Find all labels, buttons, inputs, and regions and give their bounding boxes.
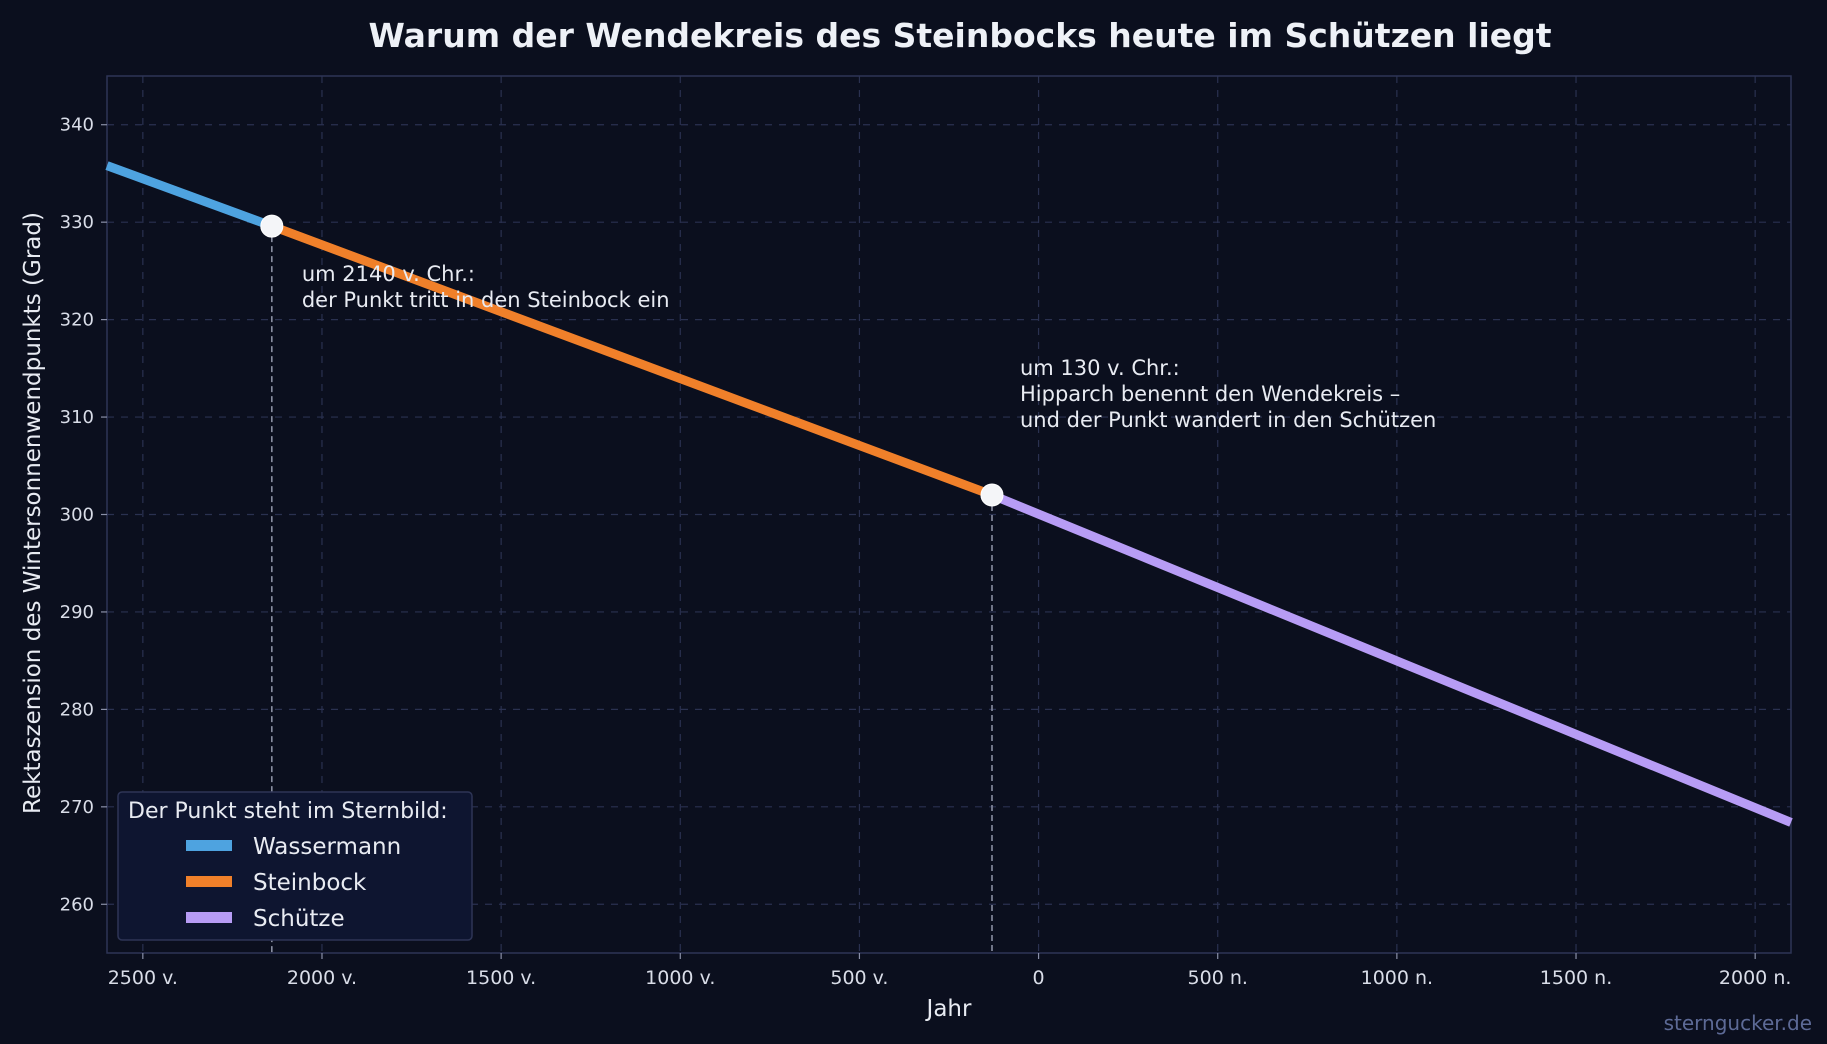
- watermark: sterngucker.de: [1664, 1011, 1812, 1035]
- y-tick-label: 290: [60, 602, 94, 623]
- series-line-steinbock: [270, 221, 994, 500]
- annotation-line: um 130 v. Chr.:: [1020, 356, 1180, 380]
- x-tick-label: 0: [1033, 967, 1045, 989]
- legend-title: Der Punkt steht im Sternbild:: [128, 799, 448, 824]
- series-line-wassermann: [105, 161, 274, 231]
- y-tick-label: 340: [60, 115, 94, 136]
- annotation-line: Hipparch benennt den Wendekreis –: [1020, 382, 1400, 406]
- x-tick-label: 1000 v.: [645, 967, 715, 989]
- annotation-text: um 130 v. Chr.: Hipparch benennt den Wend…: [1020, 356, 1436, 432]
- x-tick-label: 2000 n.: [1719, 967, 1791, 989]
- annotation-line: um 2140 v. Chr.:: [302, 262, 475, 286]
- event-marker: [980, 483, 1004, 507]
- y-tick-label: 280: [60, 699, 94, 720]
- chart-title: Warum der Wendekreis des Steinbocks heut…: [368, 16, 1551, 55]
- y-tick-label: 260: [60, 894, 94, 915]
- series-line-schütze: [990, 490, 1793, 827]
- annotation-text: um 2140 v. Chr.: der Punkt tritt in den S…: [302, 262, 670, 312]
- x-tick-label: 1000 n.: [1361, 967, 1433, 989]
- x-tick-label: 1500 v.: [466, 967, 536, 989]
- legend-swatch-steinbock: [186, 876, 232, 887]
- x-tick-label: 2500 v.: [108, 967, 178, 989]
- x-axis-label: Jahr: [925, 996, 972, 1022]
- x-tick-label: 500 v.: [830, 967, 888, 989]
- y-tick-label: 270: [60, 797, 94, 818]
- grid: [107, 76, 1791, 953]
- x-tick-label: 500 n.: [1188, 967, 1248, 989]
- y-tick-label: 320: [60, 310, 94, 331]
- legend-swatch-wassermann: [186, 840, 232, 851]
- legend-label: Steinbock: [253, 870, 367, 896]
- series-lines: [105, 161, 1793, 827]
- x-axis-ticks: 2500 v. 2000 v. 1500 v. 1000 v. 500 v. 0 500 n…: [108, 953, 1791, 989]
- annotations: um 2140 v. Chr.: der Punkt tritt in den S…: [302, 262, 1437, 432]
- legend-swatch-schütze: [186, 912, 232, 923]
- y-tick-label: 310: [60, 407, 94, 428]
- event-markers: [260, 214, 1004, 507]
- legend-items: Wassermann Steinbock Schütze: [186, 834, 401, 932]
- legend: Der Punkt steht im Sternbild: Wassermann…: [117, 791, 473, 941]
- y-axis-label: Rektaszension des Wintersonnenwendpunkts…: [20, 212, 46, 814]
- x-tick-label: 2000 v.: [287, 967, 357, 989]
- annotation-line: und der Punkt wandert in den Schützen: [1020, 408, 1436, 432]
- legend-label: Schütze: [253, 906, 345, 932]
- legend-box: [117, 791, 473, 941]
- y-tick-label: 300: [60, 505, 94, 526]
- legend-label: Wassermann: [253, 834, 401, 860]
- event-marker: [260, 214, 284, 238]
- x-tick-label: 1500 n.: [1540, 967, 1612, 989]
- y-tick-label: 330: [60, 212, 94, 233]
- y-axis-ticks: 260 270 280 290 300 310 320 330 340: [60, 115, 107, 915]
- annotation-line: der Punkt tritt in den Steinbock ein: [302, 288, 670, 312]
